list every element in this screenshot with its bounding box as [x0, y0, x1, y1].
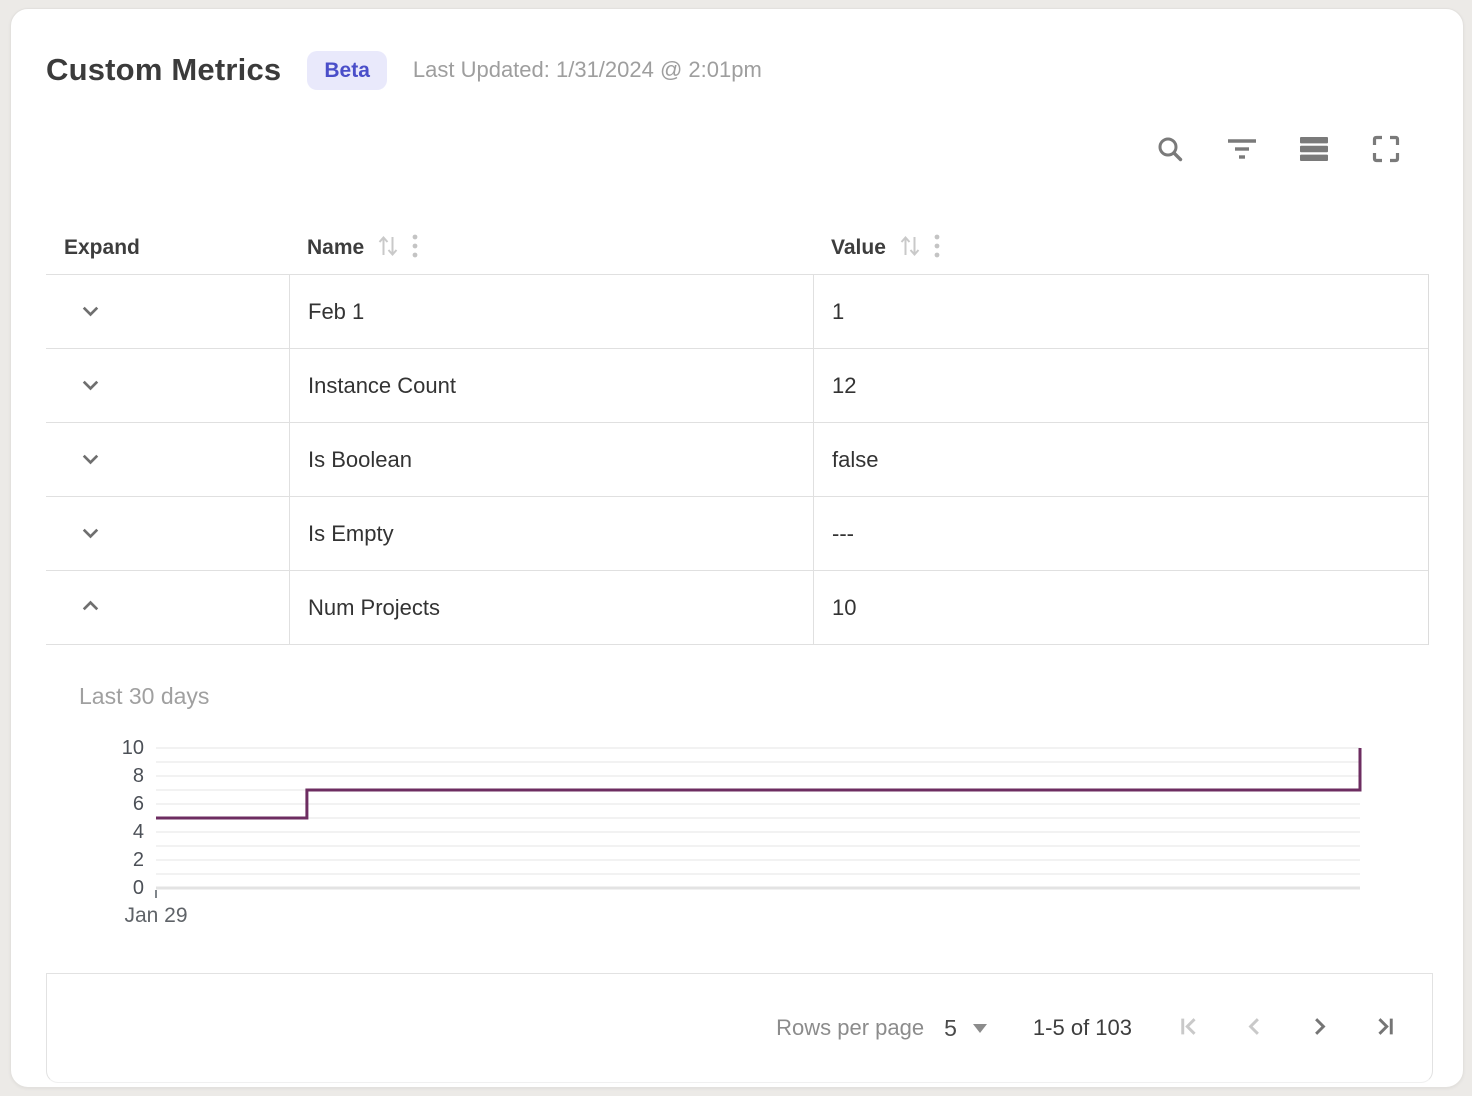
chart-canvas	[156, 747, 1362, 890]
first-page-button[interactable]	[1176, 1013, 1203, 1043]
metric-value: 10	[813, 571, 1428, 644]
next-page-button[interactable]	[1306, 1013, 1333, 1043]
x-tick-label: Jan 29	[124, 904, 188, 927]
sort-icon	[377, 234, 399, 261]
sort-name-button[interactable]	[377, 234, 399, 261]
table-body: Feb 1 1 Instance Count 12 Is Boolean fal…	[46, 274, 1429, 645]
expand-row-button[interactable]	[77, 297, 104, 327]
previous-page-button[interactable]	[1241, 1013, 1268, 1043]
column-menu-name-button[interactable]	[412, 233, 418, 262]
metric-value: 1	[813, 275, 1428, 348]
y-tick-label: 6	[132, 793, 144, 815]
metric-value: false	[813, 423, 1428, 496]
y-tick-label: 2	[132, 849, 144, 871]
chart-y-axis: 0 2 4 6 8 10	[46, 737, 156, 899]
table-row: Instance Count 12	[46, 349, 1428, 423]
last-page-button[interactable]	[1371, 1013, 1398, 1043]
chart-plot: Jan 29	[124, 747, 1362, 927]
filter-button[interactable]	[1226, 134, 1258, 166]
metric-name: Instance Count	[289, 349, 813, 422]
chevron-down-icon	[77, 445, 104, 475]
expand-row-button[interactable]	[77, 519, 104, 549]
dropdown-caret-icon	[972, 1023, 987, 1033]
last-updated-text: Last Updated: 1/31/2024 @ 2:01pm	[412, 57, 762, 82]
rows-per-page-select[interactable]: 5	[944, 1015, 987, 1042]
chevron-up-icon	[77, 593, 104, 623]
fullscreen-icon	[1371, 134, 1401, 167]
fullscreen-button[interactable]	[1370, 134, 1402, 166]
table-row: Is Empty ---	[46, 497, 1428, 571]
rows-per-page-value: 5	[944, 1014, 957, 1041]
table-row-expanded: Num Projects 10	[46, 571, 1428, 645]
search-button[interactable]	[1154, 134, 1186, 166]
column-header-expand: Expand	[46, 236, 289, 260]
collapse-row-button[interactable]	[77, 593, 104, 623]
chevron-left-icon	[1241, 1013, 1268, 1043]
panel-header: Custom Metrics Beta Last Updated: 1/31/2…	[46, 47, 1429, 93]
sort-value-button[interactable]	[899, 234, 921, 261]
table-header-row: Expand Name Value	[46, 221, 1429, 274]
beta-badge: Beta	[307, 50, 387, 90]
filter-icon	[1226, 137, 1258, 164]
y-tick-label: 10	[121, 737, 144, 759]
y-tick-label: 0	[132, 877, 144, 899]
table-row: Feb 1 1	[46, 275, 1428, 349]
chevron-down-icon	[77, 519, 104, 549]
metric-value: 12	[813, 349, 1428, 422]
rows-per-page-label: Rows per page	[776, 1015, 925, 1040]
metric-name: Feb 1	[289, 275, 813, 348]
first-page-icon	[1176, 1013, 1203, 1043]
page-title: Custom Metrics	[46, 52, 282, 87]
column-menu-value-button[interactable]	[934, 233, 940, 262]
chevron-down-icon	[77, 297, 104, 327]
chart-title: Last 30 days	[79, 683, 210, 709]
chevron-down-icon	[77, 371, 104, 401]
pagination-footer: Rows per page 5 1-5 of 103	[46, 973, 1433, 1083]
last-page-icon	[1371, 1013, 1398, 1043]
x-tick-mark	[155, 890, 157, 898]
column-header-label: Expand	[64, 235, 140, 259]
metric-name: Is Empty	[289, 497, 813, 570]
kebab-menu-icon	[934, 233, 940, 262]
y-tick-label: 8	[132, 765, 144, 787]
column-header-name: Name	[289, 233, 813, 262]
metric-value: ---	[813, 497, 1428, 570]
kebab-menu-icon	[412, 233, 418, 262]
column-header-value: Value	[813, 233, 1429, 262]
custom-metrics-panel: Custom Metrics Beta Last Updated: 1/31/2…	[10, 8, 1464, 1088]
metric-name: Is Boolean	[289, 423, 813, 496]
expand-row-button[interactable]	[77, 445, 104, 475]
metric-name: Num Projects	[289, 571, 813, 644]
density-icon	[1299, 136, 1329, 165]
search-icon	[1155, 134, 1185, 167]
density-button[interactable]	[1298, 134, 1330, 166]
column-header-label: Value	[831, 235, 886, 259]
chevron-right-icon	[1306, 1013, 1333, 1043]
y-tick-label: 4	[132, 821, 144, 843]
pagination-range: 1-5 of 103	[1032, 1015, 1132, 1040]
column-header-label: Name	[307, 235, 365, 259]
table-toolbar	[46, 134, 1429, 166]
pagination-nav	[1176, 1013, 1398, 1043]
expand-row-button[interactable]	[77, 371, 104, 401]
num-projects-trend-chart: 0 2 4 6 8 10 Jan 29	[46, 737, 1429, 927]
sort-icon	[899, 234, 921, 261]
table-row: Is Boolean false	[46, 423, 1428, 497]
